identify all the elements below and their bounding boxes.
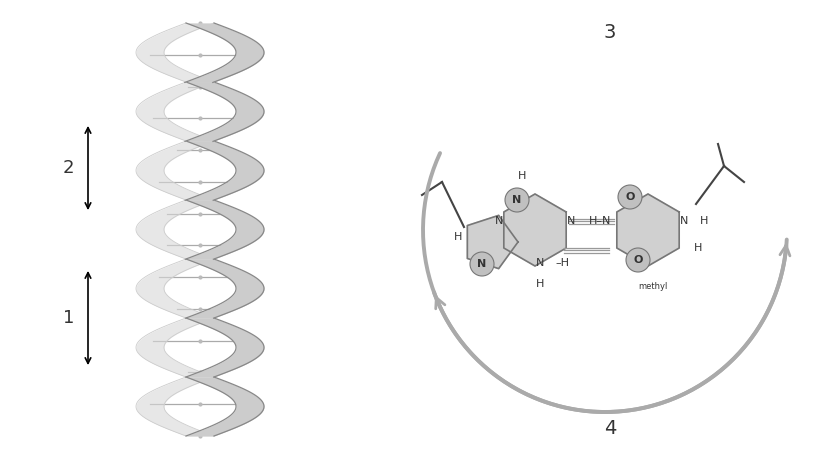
Text: O: O (625, 192, 635, 202)
Circle shape (618, 185, 642, 209)
Text: H–N: H–N (589, 216, 612, 226)
Text: 2: 2 (62, 159, 74, 177)
Text: methyl: methyl (638, 282, 667, 291)
Text: 1: 1 (62, 309, 74, 327)
Text: H: H (518, 171, 526, 181)
Text: H: H (700, 216, 708, 226)
Text: H: H (694, 243, 702, 253)
Text: N: N (567, 216, 575, 226)
Polygon shape (504, 194, 566, 266)
Text: –H: –H (555, 258, 569, 268)
Text: N: N (477, 259, 486, 269)
Text: 3: 3 (603, 22, 616, 42)
Circle shape (626, 248, 650, 272)
Text: O: O (633, 255, 642, 265)
Text: N: N (680, 216, 688, 226)
Text: H: H (536, 279, 544, 289)
Text: 4: 4 (603, 419, 616, 437)
Polygon shape (467, 215, 518, 269)
Text: N: N (536, 258, 544, 268)
Polygon shape (617, 194, 679, 266)
Text: N: N (495, 216, 503, 226)
Text: H: H (454, 232, 462, 242)
Circle shape (505, 188, 529, 212)
Text: N: N (512, 195, 521, 205)
Circle shape (470, 252, 494, 276)
